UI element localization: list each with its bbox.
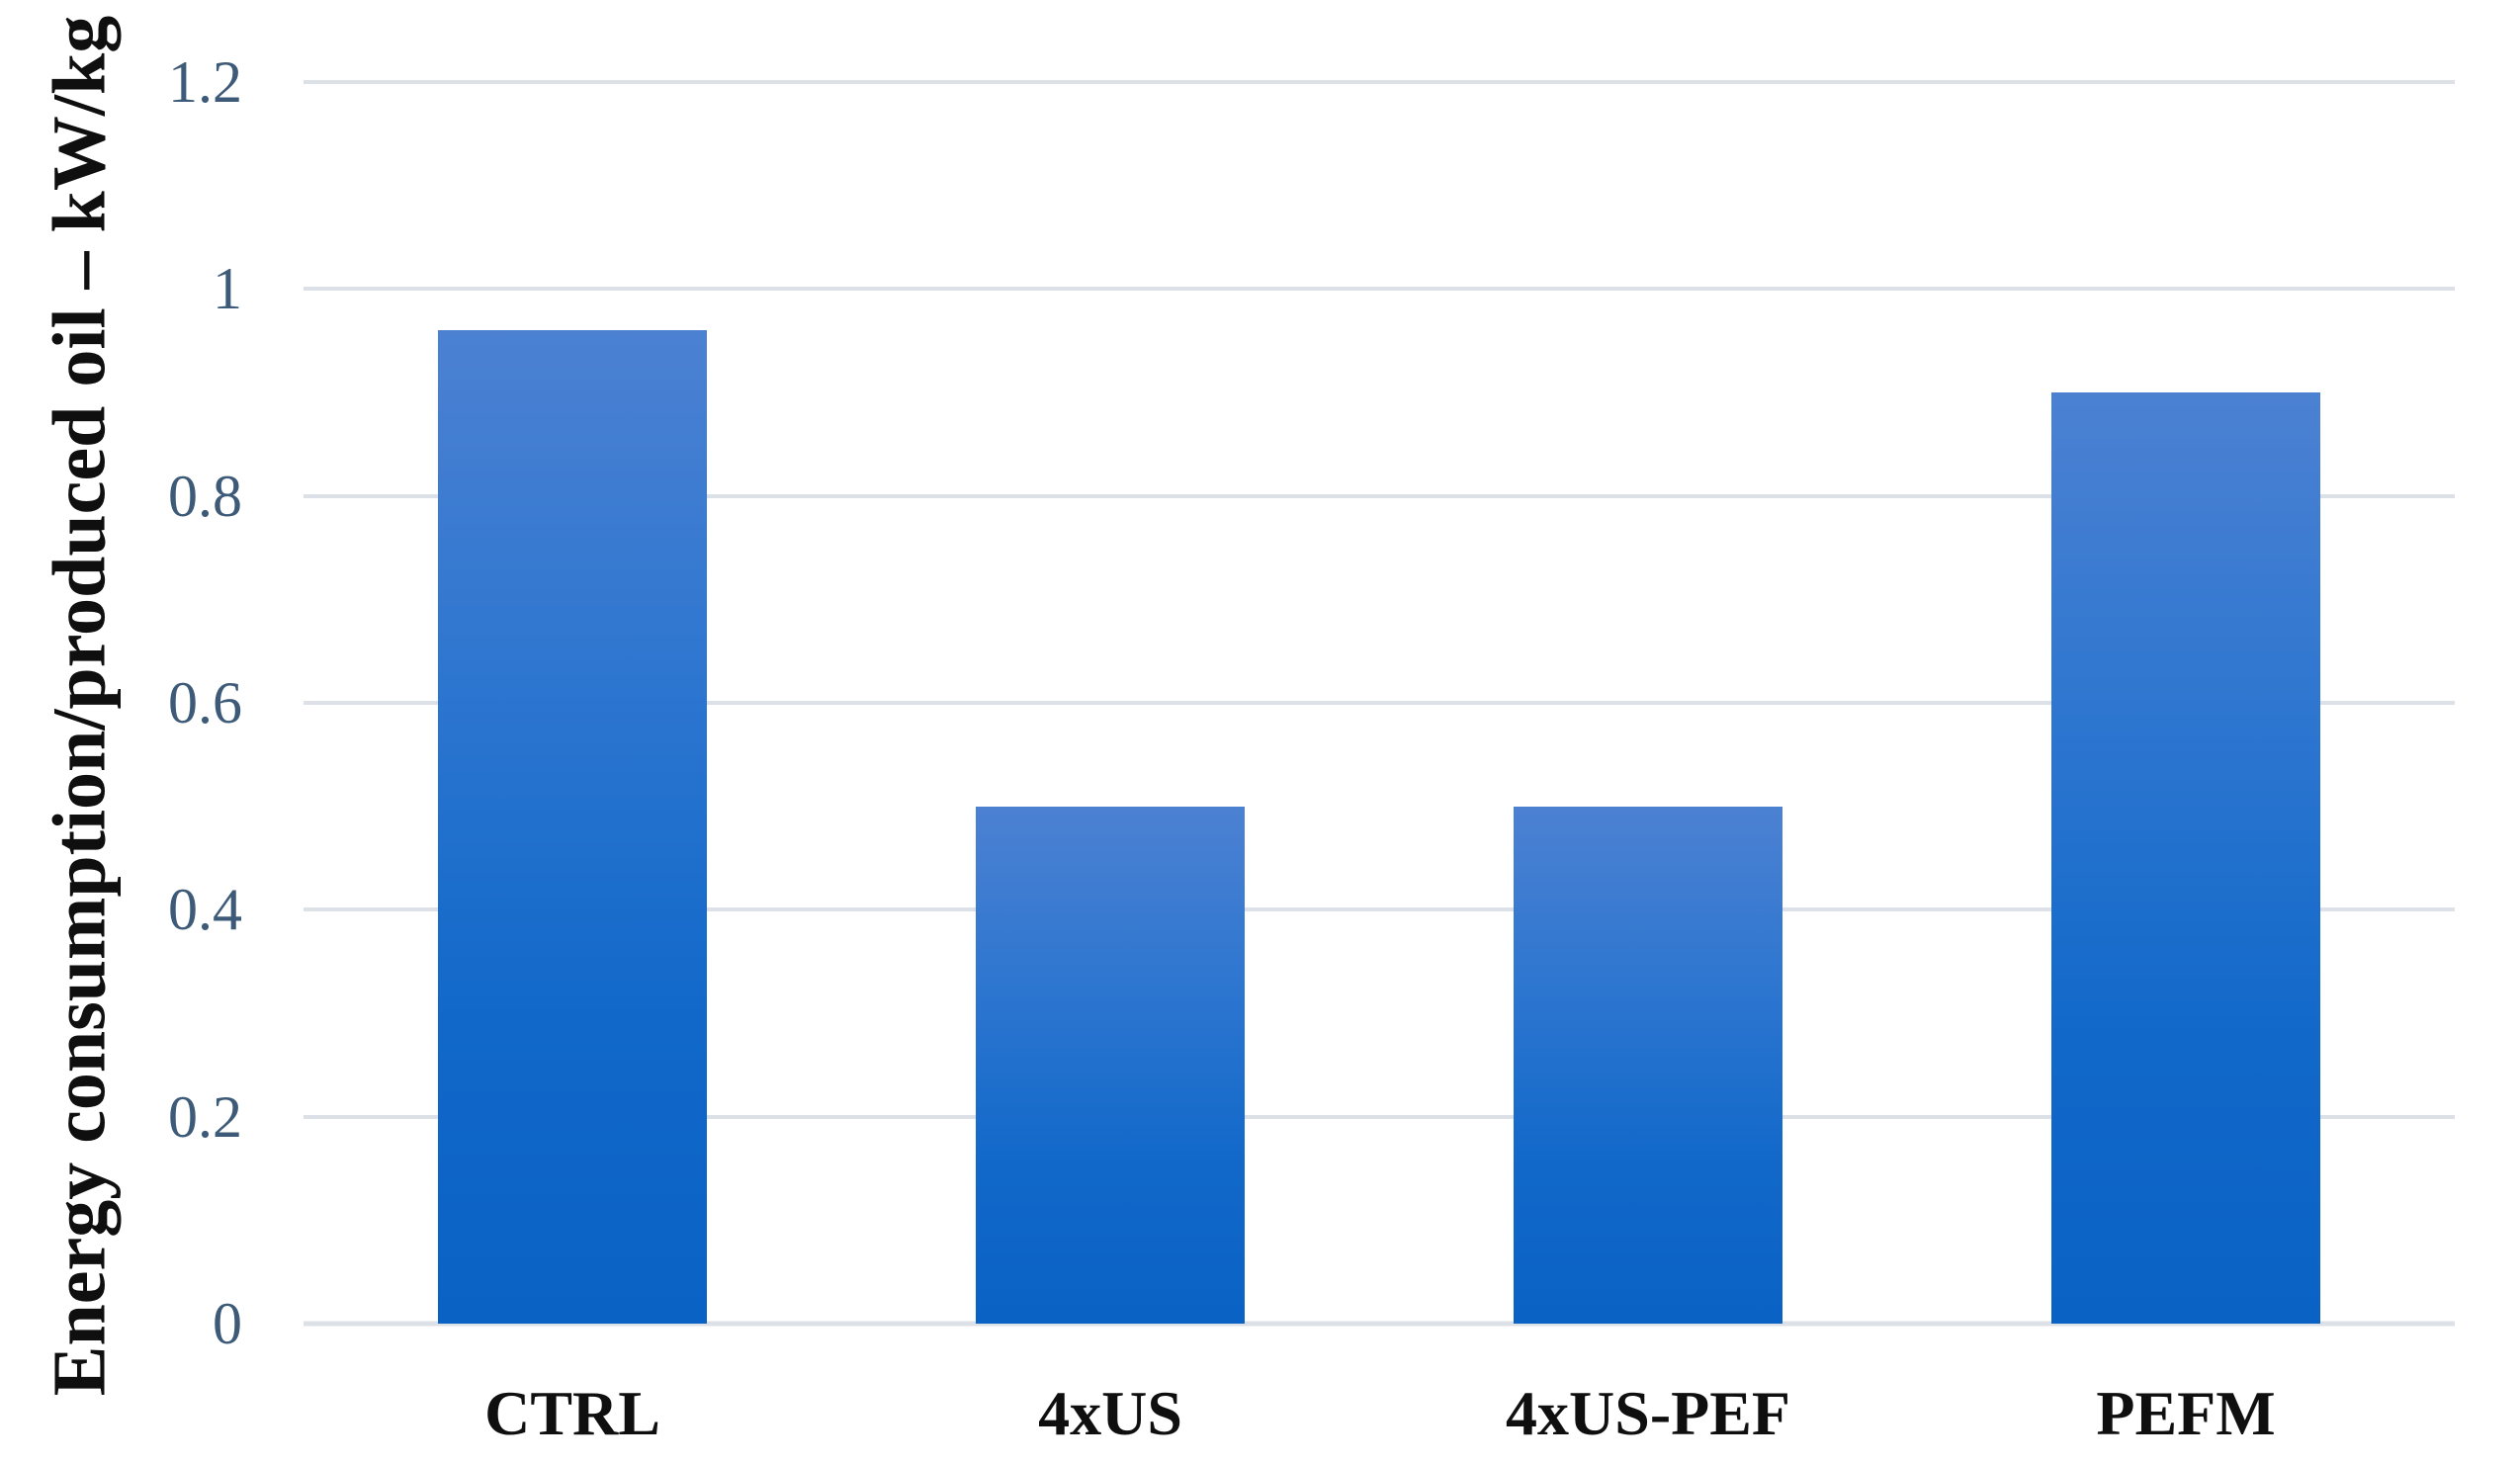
gridline-0.2 <box>304 1114 2455 1119</box>
x-category-label-4xUS-PEF: 4xUS-PEF <box>1506 1378 1790 1448</box>
y-tick-label-0.2: 0.2 <box>168 1083 242 1150</box>
plot-area <box>304 80 2455 1327</box>
y-tick-label-1.2: 1.2 <box>168 49 242 115</box>
y-tick-label-0.6: 0.6 <box>168 670 242 735</box>
gridline-1 <box>304 287 2455 292</box>
y-tick-label-0: 0 <box>213 1291 242 1356</box>
bar-PEFM <box>2051 392 2320 1324</box>
bar-4xUS-PEF <box>1514 806 1782 1324</box>
x-category-label-4xUS: 4xUS <box>1038 1378 1182 1448</box>
bar-CTRL <box>438 330 707 1324</box>
x-category-label-CTRL: CTRL <box>484 1378 660 1448</box>
y-tick-label-0.4: 0.4 <box>168 877 242 943</box>
x-category-label-PEFM: PEFM <box>2096 1378 2276 1448</box>
y-tick-label-1: 1 <box>213 256 242 322</box>
gridline-1.2 <box>304 80 2455 84</box>
gridline-0.6 <box>304 701 2455 705</box>
bar-4xUS <box>976 806 1245 1324</box>
gridline-0.4 <box>304 907 2455 912</box>
gridline-0.8 <box>304 493 2455 498</box>
gridline-0 <box>304 1321 2455 1327</box>
y-tick-label-0.8: 0.8 <box>168 463 242 529</box>
